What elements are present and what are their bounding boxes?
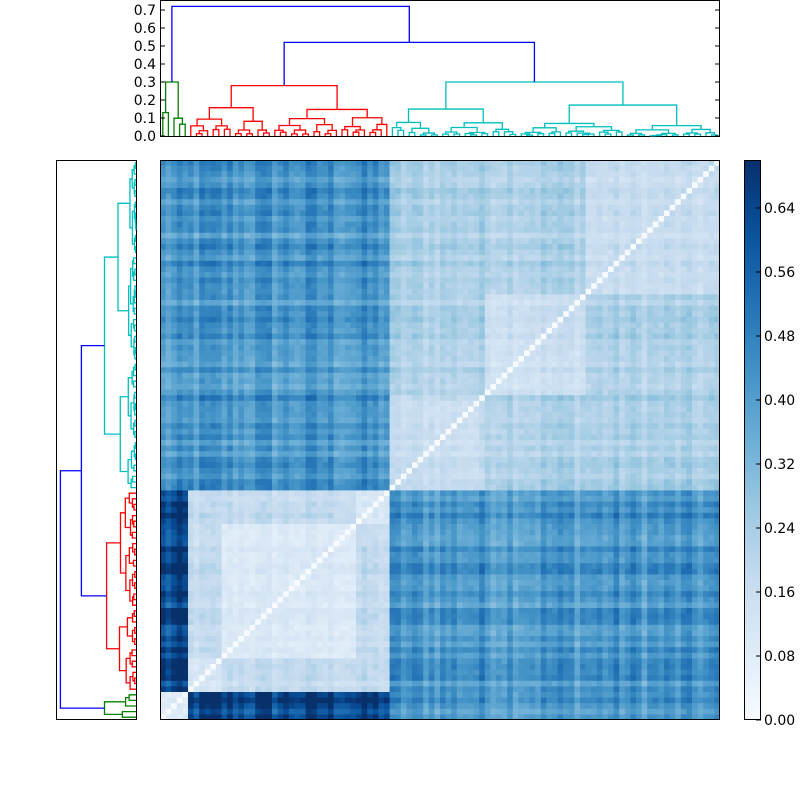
top-dendrogram-ytick: 0.3 [134,75,156,91]
colorbar-tick-label: 0.40 [764,393,795,409]
colorbar-tick-label: 0.16 [764,585,795,601]
top-dendrogram-ytick: 0.2 [134,93,156,109]
left-dendrogram [0,150,160,800]
colorbar-panel: 0.00 0.08 0.16 0.24 0.32 0.40 0.48 0.56 0.64 [740,150,800,740]
top-dendrogram-ytick: 0.7 [134,3,156,19]
top-dendrogram-ytick: 0.1 [134,111,156,127]
top-dendrogram: 0.0 0.1 0.2 0.3 0.4 0.5 0.6 0.7 [0,0,800,150]
colorbar-tick-label: 0.00 [764,713,795,729]
colorbar-tick-label: 0.48 [764,329,795,345]
left-dendrogram-panel [0,150,160,800]
top-dendrogram-ytick: 0.4 [134,57,156,73]
top-dendrogram-panel: 0.0 0.1 0.2 0.3 0.4 0.5 0.6 0.7 [0,0,800,150]
top-dendrogram-ytick: 0.5 [134,39,156,55]
colorbar-tick-label: 0.64 [764,201,795,217]
colorbar-tick-label: 0.24 [764,521,795,537]
top-dendrogram-ytick: 0.6 [134,21,156,37]
distance-heatmap [160,160,720,720]
colorbar-tick-label: 0.32 [764,457,795,473]
colorbar: 0.00 0.08 0.16 0.24 0.32 0.40 0.48 0.56 0.64 [740,150,800,740]
colorbar-tick-label: 0.56 [764,265,795,281]
colorbar-tick-label: 0.08 [764,649,795,665]
top-dendrogram-ytick: 0.0 [134,129,156,145]
heatmap-panel [160,160,720,720]
